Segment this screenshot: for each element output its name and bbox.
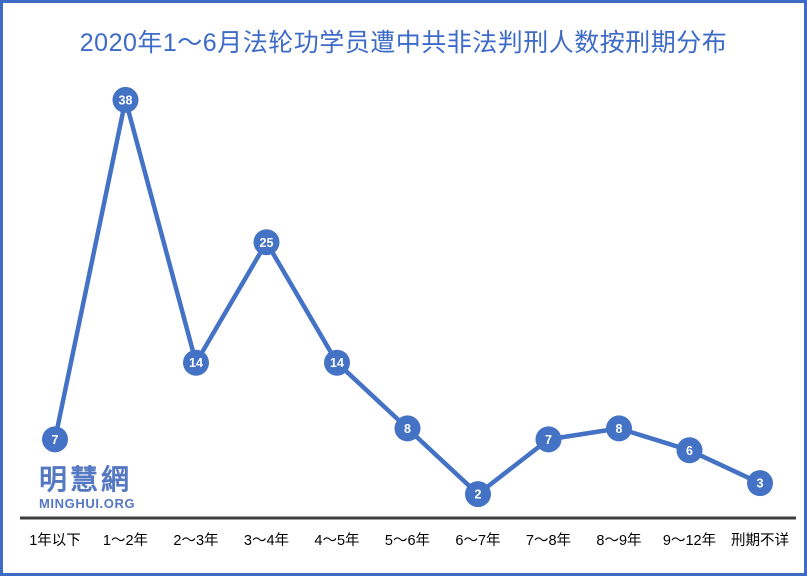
data-point-marker [112,86,139,113]
x-tick-label: 5～6年 [385,532,430,549]
data-point-label: 38 [119,93,133,107]
data-point-marker [465,481,491,508]
x-tick-label: 1～2年 [103,532,148,549]
data-point-label: 7 [545,433,552,447]
x-tick-label: 6～7年 [455,532,500,549]
data-point-marker [42,426,68,453]
data-point-marker [747,470,773,497]
data-point-marker [535,426,562,453]
x-tick-label: 4～5年 [314,532,359,549]
data-point-label: 8 [404,422,411,436]
data-point-marker [324,349,350,376]
line-chart: 7 38 14 25 14 8 2 7 8 6 3 1年以下 1～2年 2～3年 3～4年 4～5年 5～6年… [20,86,796,549]
logo-domain-text: MINGHUI.ORG [39,495,136,511]
x-tick-label: 8～9年 [596,532,641,549]
chart-title: 2020年1～6月法轮功学员遭中共非法判刑人数按刑期分布 [79,29,728,57]
x-tick-label: 刑期不详 [731,532,789,549]
data-point-label: 6 [686,444,693,458]
data-point-marker [676,437,703,464]
x-axis-labels: 1年以下 1～2年 2～3年 3～4年 4～5年 5～6年 6～7年 7～8年 8～9年 9～12… [29,532,789,549]
data-point-label: 7 [52,433,59,447]
data-point-label: 3 [757,477,764,491]
x-tick-label: 7～8年 [526,532,571,549]
data-point-marker [606,415,632,442]
x-tick-label: 2～3年 [173,532,218,549]
data-point-marker [253,229,280,256]
data-point-label: 14 [189,356,203,370]
data-point-marker [394,415,421,442]
data-point-marker [183,349,209,376]
minghui-logo: 明慧網 MINGHUI.ORG [39,464,136,511]
data-point-label: 25 [260,236,274,250]
data-series: 7 38 14 25 14 8 2 7 8 6 3 [42,86,773,508]
data-point-label: 14 [330,356,344,370]
x-tick-label: 9～12年 [663,532,716,549]
data-point-label: 8 [616,422,623,436]
x-tick-label: 1年以下 [29,532,81,549]
data-point-label: 2 [475,488,482,502]
x-tick-label: 3～4年 [244,532,289,549]
logo-chinese-text: 明慧網 [39,464,133,495]
